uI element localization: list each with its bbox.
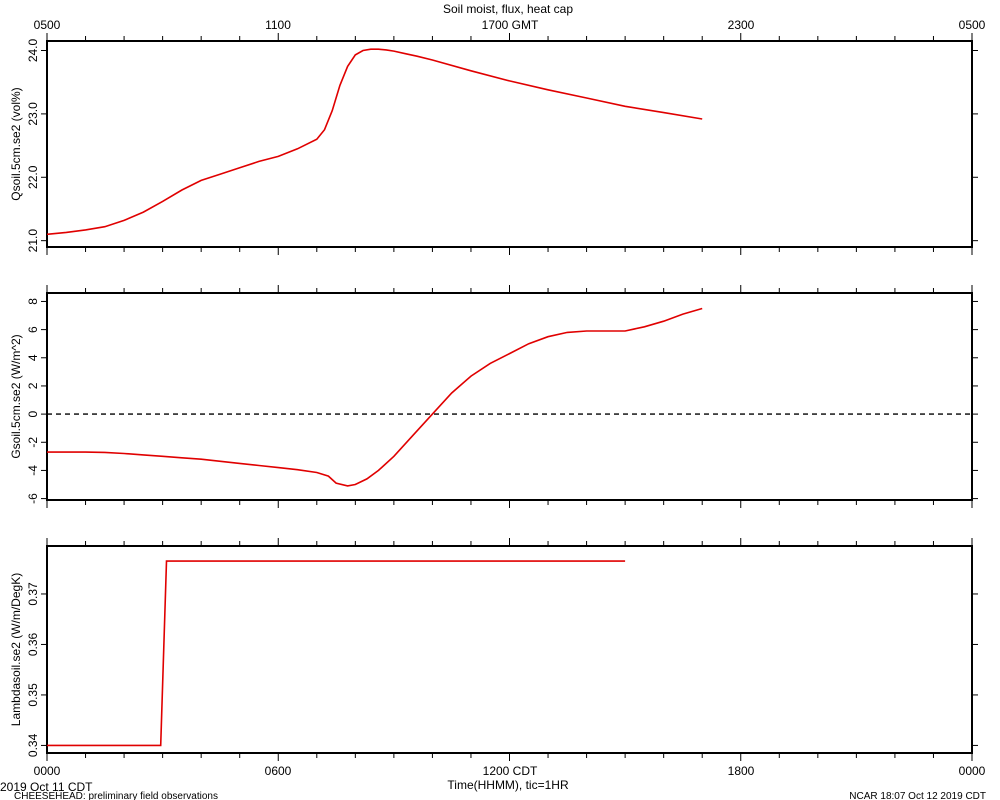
y-axis-label-0: Qsoil.5cm.se2 (vol%) [9, 87, 23, 200]
y-tick-label-1-5: 4 [26, 354, 40, 361]
top-tick-2: 1700 GMT [482, 18, 539, 32]
panel-1: -6 -4 -2 0 2 4 6 8 Gsoil.5cm.se2 (W/m^2) [9, 285, 978, 508]
y-tick-label-1-1: -4 [26, 465, 40, 476]
top-tick-1: 1100 [265, 18, 291, 32]
y-tick-label-0-0: 21.0 [26, 229, 40, 253]
bottom-time-axis: 0000 0600 1200 CDT 1800 0000 [34, 764, 986, 778]
bottom-tick-2: 1200 CDT [483, 764, 538, 778]
y-tick-label-0-1: 22.0 [26, 165, 40, 189]
chart-title: Soil moist, flux, heat cap [443, 2, 573, 16]
y-tick-label-2-1: 0.35 [26, 683, 40, 707]
date-label: 2019 Oct 11 CDT [0, 780, 93, 794]
y-tick-label-2-0: 0.34 [26, 733, 40, 757]
y-tick-label-0-3: 24.0 [26, 39, 40, 63]
series-line-2-0 [47, 560, 626, 747]
y-axis-label-2: Lambdasoil.se2 (W/m/DegK) [9, 573, 23, 726]
y-tick-label-1-4: 2 [26, 382, 40, 389]
bottom-tick-4: 0000 [959, 764, 986, 778]
credit-label: NCAR 18:07 Oct 12 2019 CDT [849, 791, 986, 800]
top-tick-0: 0500 [34, 18, 61, 32]
top-tick-3: 2300 [728, 18, 755, 32]
x-axis-label: Time(HHMM), tic=1HR [447, 778, 569, 792]
bottom-tick-3: 1800 [728, 764, 755, 778]
panel-frame-2 [46, 545, 973, 754]
y-axis-label-1: Gsoil.5cm.se2 (W/m^2) [9, 334, 23, 458]
panel-frame-1 [46, 292, 973, 501]
series-line-0-0 [46, 48, 703, 236]
y-tick-label-1-2: -2 [26, 437, 40, 448]
y-tick-label-1-7: 8 [26, 298, 40, 305]
series-line-1-0 [47, 307, 703, 487]
project-label: CHEESEHEAD: preliminary field observatio… [14, 791, 218, 800]
y-tick-label-1-3: 0 [26, 410, 40, 417]
bottom-tick-1: 0600 [265, 764, 292, 778]
y-tick-label-1-0: -6 [26, 493, 40, 504]
panel-frame-0 [46, 40, 973, 248]
bottom-tick-0: 0000 [34, 764, 61, 778]
chart-panels: 21.0 22.0 23.0 24.0 Qsoil.5cm.se2 (vol%) -6 -4… [9, 33, 978, 761]
top-tick-4: 0500 [959, 18, 986, 32]
top-time-axis: 0500 1100 1700 GMT 2300 0500 [34, 18, 986, 32]
y-tick-label-0-2: 23.0 [26, 102, 40, 126]
panel-0: 21.0 22.0 23.0 24.0 Qsoil.5cm.se2 (vol%) [9, 33, 978, 255]
y-tick-label-2-2: 0.36 [26, 632, 40, 656]
y-tick-label-2-3: 0.37 [26, 582, 40, 606]
y-tick-label-1-6: 6 [26, 326, 40, 333]
